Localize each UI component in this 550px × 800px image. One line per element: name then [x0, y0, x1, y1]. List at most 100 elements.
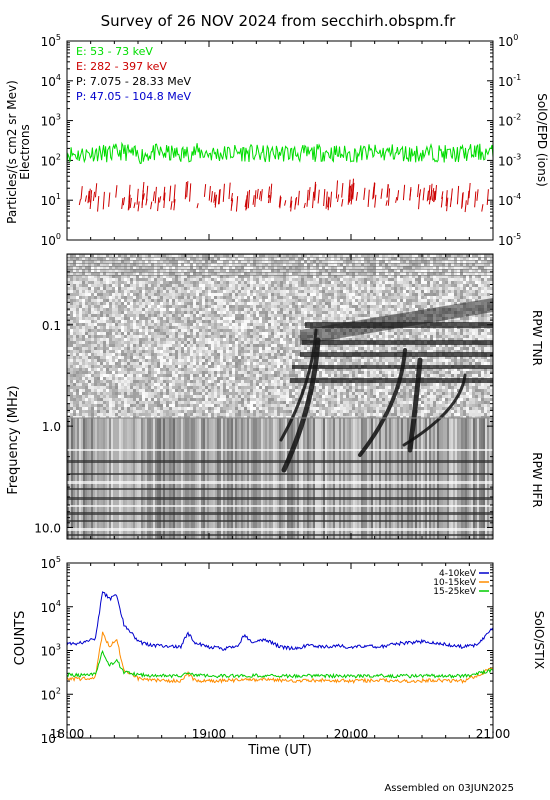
tnr-pixel: [148, 374, 151, 377]
tnr-pixel: [265, 356, 268, 359]
tnr-pixel: [115, 329, 118, 332]
tnr-pixel: [190, 308, 193, 311]
tnr-pixel: [286, 353, 289, 356]
tnr-pixel: [214, 281, 217, 284]
tnr-pixel: [127, 287, 130, 290]
tnr-pixel: [109, 365, 112, 368]
tnr-pixel: [256, 350, 259, 353]
tnr-pixel: [157, 401, 160, 404]
tnr-pixel: [136, 269, 139, 272]
tnr-pixel: [217, 290, 220, 293]
tnr-pixel: [217, 260, 220, 263]
tnr-pixel: [148, 302, 151, 305]
tnr-pixel: [247, 323, 250, 326]
tnr-pixel: [220, 293, 223, 296]
tnr-pixel: [274, 371, 277, 374]
tnr-pixel: [163, 281, 166, 284]
tnr-pixel: [181, 374, 184, 377]
tnr-pixel: [211, 314, 214, 317]
tnr-pixel: [244, 320, 247, 323]
tnr-pixel: [238, 311, 241, 314]
tnr-pixel: [112, 269, 115, 272]
tnr-pixel: [229, 353, 232, 356]
tnr-pixel: [130, 317, 133, 320]
tnr-pixel: [91, 350, 94, 353]
tnr-pixel: [175, 311, 178, 314]
tnr-pixel: [229, 332, 232, 335]
epd-series-e282-397-spike: [327, 196, 330, 208]
tnr-pixel: [100, 404, 103, 407]
tnr-pixel: [310, 401, 313, 404]
tnr-pixel: [157, 332, 160, 335]
tnr-pixel: [136, 383, 139, 386]
tnr-pixel: [265, 335, 268, 338]
tnr-pixel: [79, 293, 82, 296]
tnr-pixel: [109, 404, 112, 407]
tnr-pixel: [256, 395, 259, 398]
tnr-pixel: [88, 272, 91, 275]
tnr-pixel: [73, 389, 76, 392]
tnr-pixel: [316, 278, 319, 281]
tnr-pixel: [271, 269, 274, 272]
tnr-pixel: [103, 398, 106, 401]
tnr-pixel: [157, 257, 160, 260]
tnr-pixel: [187, 407, 190, 410]
tnr-pixel: [268, 281, 271, 284]
tnr-pixel: [148, 281, 151, 284]
tnr-pixel: [118, 326, 121, 329]
tnr-pixel: [193, 389, 196, 392]
tnr-pixel: [289, 278, 292, 281]
tnr-pixel: [124, 347, 127, 350]
tnr-pixel: [304, 260, 307, 263]
tnr-pixel: [217, 266, 220, 269]
tnr-pixel: [163, 386, 166, 389]
tnr-pixel: [142, 410, 145, 413]
tnr-pixel: [196, 344, 199, 347]
tnr-pixel: [184, 374, 187, 377]
tnr-pixel: [193, 320, 196, 323]
tnr-pixel: [208, 371, 211, 374]
tnr-pixel: [199, 410, 202, 413]
tnr-pixel: [106, 302, 109, 305]
tnr-pixel: [217, 311, 220, 314]
tnr-pixel: [91, 368, 94, 371]
tnr-pixel: [112, 305, 115, 308]
tnr-pixel: [154, 356, 157, 359]
tnr-pixel: [193, 308, 196, 311]
tnr-pixel: [178, 395, 181, 398]
tnr-pixel: [85, 293, 88, 296]
tnr-pixel: [148, 266, 151, 269]
tnr-pixel: [232, 341, 235, 344]
tnr-pixel: [166, 317, 169, 320]
y2-tick-label: 10-3: [498, 152, 521, 168]
tnr-pixel: [166, 287, 169, 290]
tnr-pixel: [256, 269, 259, 272]
tnr-pixel: [166, 350, 169, 353]
tnr-pixel: [259, 347, 262, 350]
tnr-pixel: [283, 344, 286, 347]
tnr-pixel: [316, 395, 319, 398]
tnr-pixel: [187, 395, 190, 398]
tnr-pixel: [169, 413, 172, 416]
tnr-pixel: [175, 392, 178, 395]
tnr-pixel: [295, 401, 298, 404]
tnr-pixel: [121, 377, 124, 380]
tnr-pixel: [175, 266, 178, 269]
tnr-pixel: [103, 341, 106, 344]
tnr-pixel: [199, 275, 202, 278]
tnr-pixel: [82, 338, 85, 341]
tnr-pixel: [106, 341, 109, 344]
tnr-pixel: [136, 278, 139, 281]
tnr-pixel: [274, 254, 277, 257]
tnr-pixel: [145, 410, 148, 413]
tnr-pixel: [118, 413, 121, 416]
tnr-pixel: [265, 275, 268, 278]
tnr-pixel: [289, 308, 292, 311]
tnr-pixel: [115, 371, 118, 374]
tnr-pixel: [298, 341, 301, 344]
tnr-pixel: [199, 386, 202, 389]
tnr-pixel: [292, 347, 295, 350]
tnr-pixel: [250, 302, 253, 305]
tnr-pixel: [148, 287, 151, 290]
tnr-pixel: [193, 269, 196, 272]
